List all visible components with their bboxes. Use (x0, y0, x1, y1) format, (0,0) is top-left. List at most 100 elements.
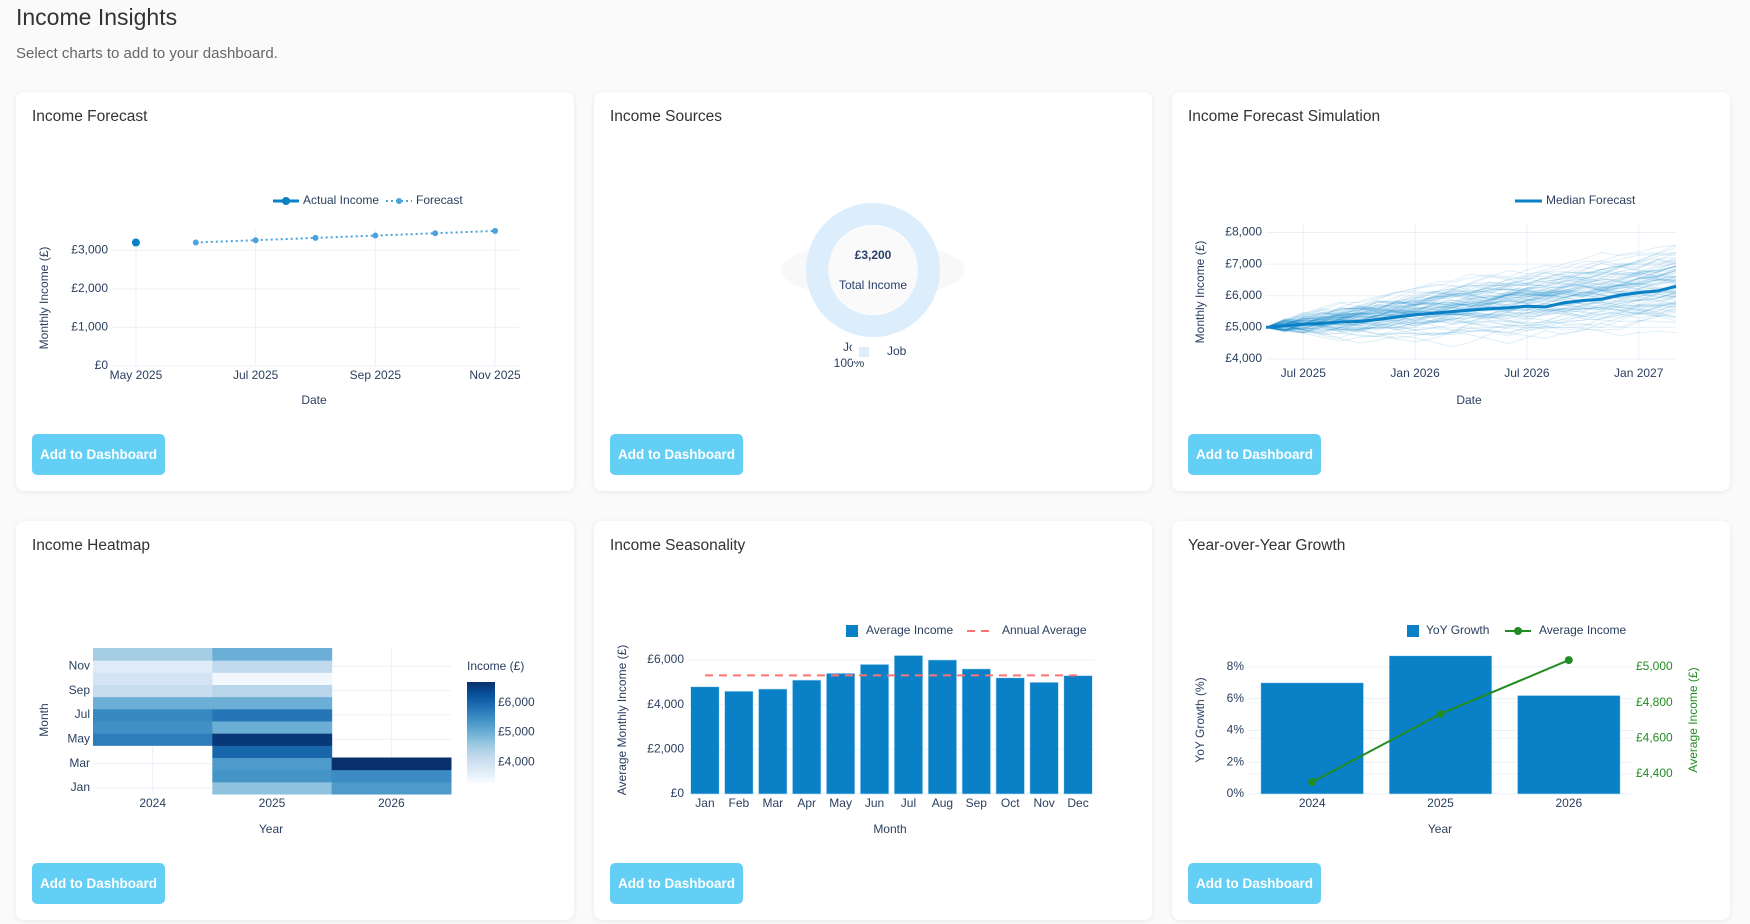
bar-jul (893, 655, 924, 795)
simulation-path (1266, 312, 1676, 339)
y-tick-label: £7,000 (1225, 256, 1262, 270)
y-tick-label: 6% (1227, 691, 1245, 705)
heatmap-cell (93, 721, 213, 734)
bar-may (826, 673, 856, 795)
simulation-path (1266, 268, 1676, 331)
add-to-dashboard-button[interactable]: Add to Dashboard (610, 434, 743, 475)
x-tick-label: 2026 (378, 796, 405, 810)
simulation-path (1266, 279, 1676, 328)
simulation-path (1266, 310, 1676, 330)
simulation-path (1266, 269, 1676, 333)
heatmap-cell (93, 648, 213, 661)
add-to-dashboard-button[interactable]: Add to Dashboard (610, 863, 743, 904)
simulation-path (1266, 260, 1676, 328)
add-to-dashboard-button[interactable]: Add to Dashboard (1188, 434, 1321, 475)
bar-dec (1063, 675, 1093, 795)
simulation-path (1266, 295, 1676, 332)
simulation-path (1266, 308, 1676, 328)
simulation-path (1266, 315, 1676, 345)
bar-2026 (1517, 695, 1621, 795)
bar-sep (961, 668, 991, 795)
bar-apr (792, 679, 822, 795)
x-axis-title: Year (1428, 822, 1452, 836)
y-axis-title: Monthly Income (£) (1193, 241, 1207, 344)
heatmap-cell (212, 769, 333, 783)
add-to-dashboard-button[interactable]: Add to Dashboard (1188, 863, 1321, 904)
card-yoy-growth: 0% 2% 4% 6% 8% £4,400 £4,600 £4,800 £5,000 2024 20… (1172, 521, 1730, 920)
simulation-path (1266, 252, 1676, 330)
y-axis-title: Month (37, 703, 51, 736)
simulation-path (1266, 307, 1676, 335)
average-income-point (1308, 778, 1317, 787)
simulation-path (1266, 290, 1676, 330)
simulation-path (1266, 266, 1676, 328)
heatmap-cell (331, 781, 452, 795)
card-title: Year-over-Year Growth (1188, 537, 1346, 554)
y-tick-label: £6,000 (647, 652, 684, 666)
income-simulation-chart: Jul 2025 Jan 2026 Jul 2026 Jan 2027 £4,000 £5… (1193, 193, 1677, 407)
x-tick-label: Apr (797, 796, 816, 810)
simulation-path (1266, 295, 1676, 331)
simulation-path (1266, 306, 1676, 336)
x-axis-title: Year (259, 822, 283, 836)
bar-jun (859, 664, 890, 795)
legend-label: Actual Income (303, 193, 379, 207)
y-tick-label: £2,000 (647, 741, 684, 755)
simulation-path (1266, 302, 1676, 333)
heatmap-cell (93, 660, 213, 673)
bar-oct (995, 677, 1025, 795)
x-tick-label: Mar (762, 796, 783, 810)
heatmap-cell (212, 757, 333, 771)
simulation-path (1266, 259, 1676, 328)
bar-aug (927, 659, 957, 795)
simulation-path (1266, 257, 1676, 328)
income-heatmap-chart: 2024 2025 2026 Jan Mar May Jul Sep Nov £4,000 £5,0… (37, 648, 535, 836)
y-tick-label: 4% (1227, 723, 1245, 737)
y-tick-label: £0 (95, 358, 109, 372)
simulation-path (1266, 254, 1676, 328)
forecast-point (252, 237, 259, 244)
x-tick-label: Jun (865, 796, 884, 810)
x-tick-label: Nov 2025 (469, 368, 521, 382)
x-axis-title: Date (1456, 393, 1482, 407)
heatmap-cell (212, 708, 333, 722)
add-to-dashboard-button[interactable]: Add to Dashboard (32, 863, 165, 904)
simulation-path (1266, 299, 1676, 330)
y-tick-label: £5,000 (1225, 320, 1262, 334)
bar-mar (758, 688, 788, 795)
legend-swatch (859, 347, 869, 357)
legend-swatch (846, 625, 858, 637)
heatmap-cell (212, 660, 333, 673)
card-income-forecast-simulation: Jul 2025 Jan 2026 Jul 2026 Jan 2027 £4,000 £5… (1172, 92, 1730, 491)
bar-2025 (1388, 655, 1493, 795)
simulation-path (1266, 274, 1676, 329)
add-to-dashboard-button[interactable]: Add to Dashboard (32, 434, 165, 475)
simulation-path (1266, 273, 1676, 328)
simulation-path (1266, 244, 1676, 328)
card-title: Income Sources (610, 108, 722, 125)
donut-hole (829, 226, 917, 314)
simulation-path (1266, 265, 1676, 328)
simulation-path (1266, 288, 1676, 330)
income-forecast-chart: May 2025 Jul 2025 Sep 2025 Nov 2025 £0 £1,000… (37, 193, 521, 407)
y-tick-label: 8% (1227, 659, 1245, 673)
simulation-path (1266, 277, 1676, 328)
x-tick-label: 2025 (259, 796, 286, 810)
center-value: £3,200 (855, 248, 892, 262)
x-tick-label: Sep 2025 (350, 368, 402, 382)
legend-label: Job (887, 344, 907, 358)
y2-tick-label: £5,000 (1636, 659, 1673, 673)
y2-tick-label: £4,600 (1636, 731, 1673, 745)
heatmap-cell (212, 733, 333, 746)
heatmap-cell (93, 733, 213, 746)
card-income-forecast: May 2025 Jul 2025 Sep 2025 Nov 2025 £0 £1,000… (16, 92, 574, 491)
y-tick-label: £0 (671, 786, 685, 800)
simulation-path (1266, 285, 1676, 328)
y-tick-label: Jan (71, 780, 90, 794)
card-title: Income Heatmap (32, 537, 151, 554)
heatmap-cell (212, 696, 333, 710)
simulation-path (1266, 281, 1676, 328)
simulation-path (1266, 273, 1676, 331)
